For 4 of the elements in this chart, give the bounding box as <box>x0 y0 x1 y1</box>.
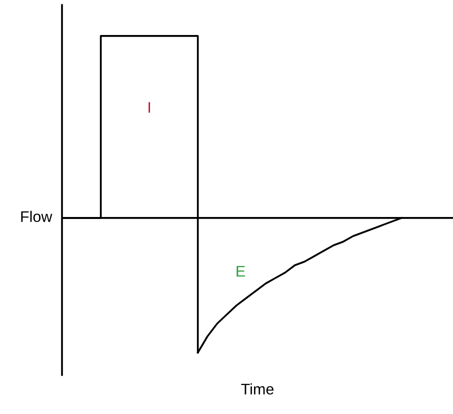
y-axis-title: Flow <box>21 210 52 222</box>
annotation: I <box>148 102 150 113</box>
x-axis-title: Time <box>241 383 274 395</box>
annotation: E <box>236 266 245 276</box>
